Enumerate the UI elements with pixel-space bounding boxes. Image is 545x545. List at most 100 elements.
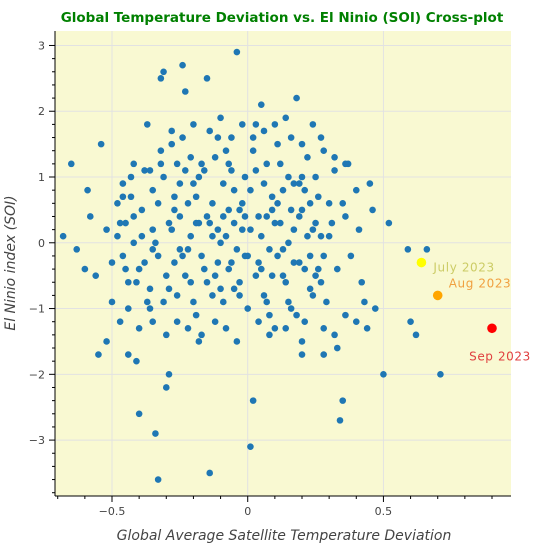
data-point <box>211 318 219 326</box>
data-point <box>298 206 306 214</box>
data-point <box>266 311 273 319</box>
data-point <box>276 160 284 168</box>
data-point <box>114 232 121 240</box>
y-tick-label: 2 <box>38 105 45 118</box>
data-point <box>103 226 110 233</box>
data-point <box>165 219 173 227</box>
highlight-point <box>432 290 443 301</box>
data-point <box>157 160 165 168</box>
data-point <box>333 344 341 352</box>
data-point <box>314 265 322 273</box>
data-point <box>325 200 333 207</box>
data-point <box>122 265 129 273</box>
data-point <box>244 305 252 312</box>
data-point <box>342 160 349 168</box>
data-point <box>263 160 271 168</box>
data-point <box>293 311 300 319</box>
data-point <box>290 226 298 233</box>
data-point <box>230 285 238 293</box>
y-tick-label: 3 <box>38 39 45 52</box>
data-point <box>152 239 159 247</box>
data-point <box>162 272 170 279</box>
highlight-label: July 2023 <box>432 261 494 275</box>
data-point <box>290 180 298 187</box>
data-point <box>200 167 208 174</box>
data-point <box>146 305 154 312</box>
data-point <box>260 127 268 135</box>
data-point <box>149 246 157 253</box>
data-point <box>352 318 360 326</box>
data-point <box>285 173 292 181</box>
data-point <box>181 167 189 174</box>
data-point <box>320 252 328 260</box>
data-point <box>95 351 102 358</box>
data-point <box>103 338 110 345</box>
data-point <box>293 94 300 102</box>
data-point <box>260 292 268 299</box>
data-point <box>209 232 216 240</box>
data-point <box>247 226 254 233</box>
data-point <box>236 206 243 214</box>
data-point <box>124 278 132 286</box>
data-point <box>304 153 311 161</box>
highlight-label: Sep 2023 <box>469 349 531 363</box>
data-point <box>190 298 197 306</box>
data-point <box>233 246 241 253</box>
data-point <box>179 61 186 69</box>
data-point <box>266 331 273 339</box>
data-point <box>236 278 243 286</box>
data-point <box>133 357 140 365</box>
data-point <box>323 298 330 306</box>
data-point <box>268 206 276 214</box>
data-point <box>198 252 205 260</box>
y-tick-label: −2 <box>29 368 45 381</box>
data-point <box>108 259 116 266</box>
data-point <box>127 173 135 181</box>
data-point <box>412 331 420 339</box>
data-point <box>122 219 129 227</box>
data-point <box>162 384 170 391</box>
data-point <box>181 272 189 279</box>
data-point <box>184 246 192 253</box>
data-point <box>336 417 344 424</box>
data-point <box>309 226 317 233</box>
data-point <box>255 259 262 266</box>
data-point <box>287 305 295 312</box>
data-point <box>206 219 214 227</box>
data-point <box>279 246 287 253</box>
data-point <box>317 278 325 286</box>
data-point <box>228 134 235 141</box>
data-point <box>214 259 222 266</box>
data-point <box>171 206 178 214</box>
data-point <box>306 200 314 207</box>
data-point <box>171 259 178 266</box>
data-point <box>200 265 208 273</box>
data-point <box>271 121 279 128</box>
data-point <box>339 397 347 404</box>
data-point <box>306 285 314 293</box>
data-point <box>339 200 347 207</box>
data-point <box>171 193 178 201</box>
data-point <box>211 153 219 161</box>
data-point <box>255 213 262 220</box>
data-point <box>160 68 167 76</box>
data-point <box>252 167 260 174</box>
data-point <box>108 298 116 306</box>
data-point <box>271 324 279 332</box>
data-point <box>225 206 233 214</box>
highlight-label: Aug 2023 <box>449 276 512 290</box>
data-point <box>271 219 279 227</box>
data-point <box>179 134 186 141</box>
data-point <box>342 213 349 220</box>
data-point <box>298 173 306 181</box>
data-point <box>298 338 306 345</box>
data-point <box>143 121 151 128</box>
data-point <box>84 186 91 194</box>
data-point <box>149 186 157 194</box>
data-point <box>173 160 181 168</box>
data-point <box>352 186 360 194</box>
data-point <box>314 193 322 201</box>
data-point <box>184 324 192 332</box>
y-tick-label: −3 <box>29 434 45 447</box>
plot-area <box>55 31 511 496</box>
